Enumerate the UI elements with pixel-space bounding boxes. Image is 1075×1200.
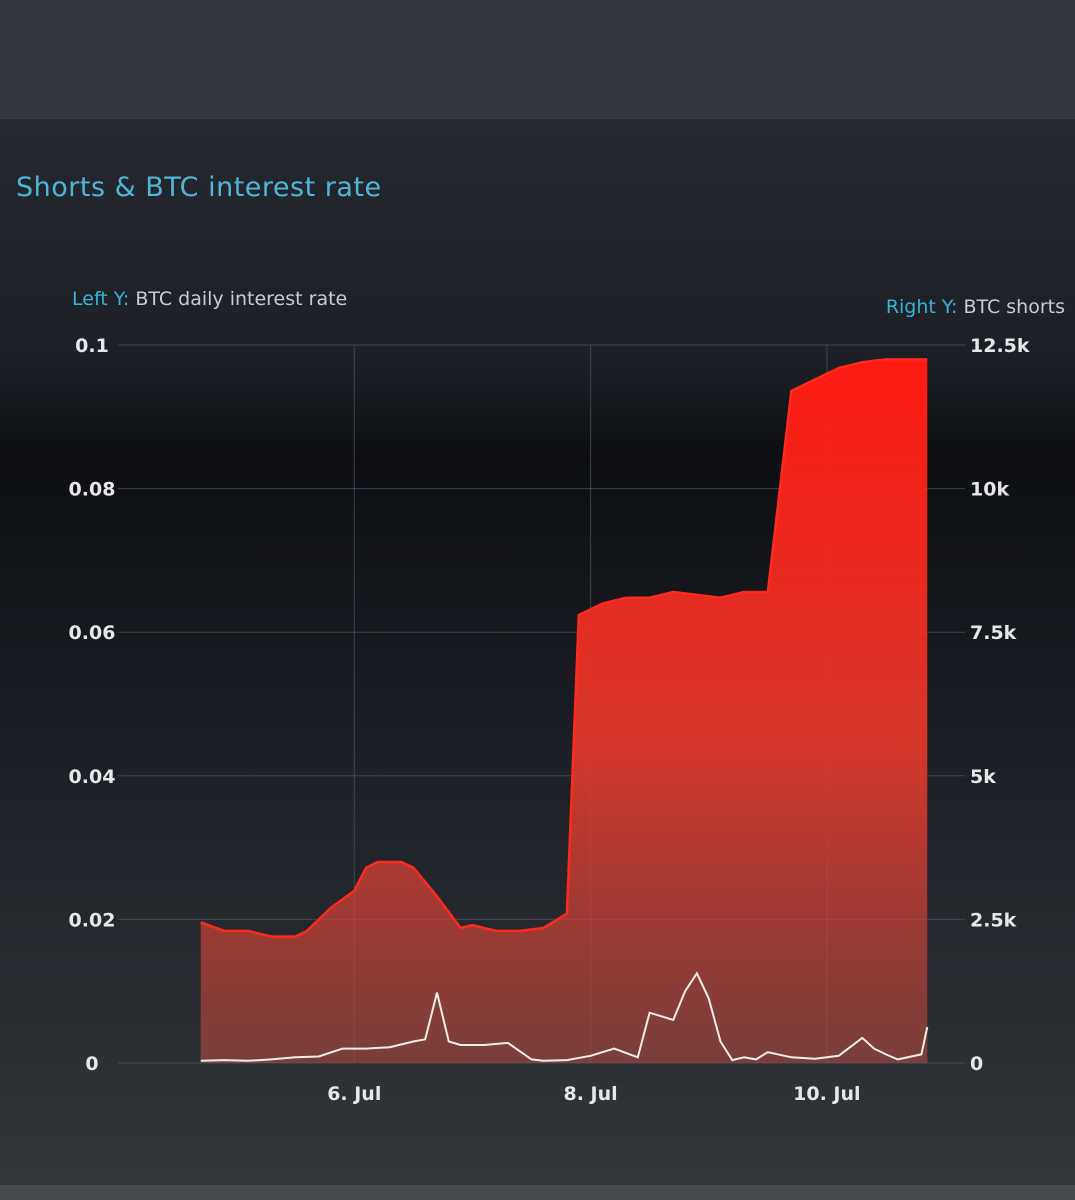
right-axis-key: Right Y: [885, 296, 958, 318]
left-y-tick-label: 0.04 [69, 766, 116, 788]
left-y-tick-label: 0.06 [69, 622, 116, 644]
footer-band [0, 1185, 1075, 1200]
dashboard-header-band [0, 0, 1075, 119]
left-y-tick-label: 0 [85, 1053, 98, 1075]
x-tick-label: 8. Jul [563, 1083, 617, 1105]
shorts-area-edge [200, 358, 928, 938]
right-y-tick-label: 7.5k [970, 622, 1017, 644]
left-y-tick-label: 0.1 [75, 335, 109, 357]
left-axis-key: Left Y: [72, 288, 130, 310]
axis-label-layer: 0 0 0.02 2.5k 0.04 5k 0.06 7.5k 0.08 10k 0.1 12.5k 6… [69, 335, 1030, 1105]
rate-line-layer [200, 971, 929, 1062]
panel-title: Shorts & BTC interest rate [16, 172, 382, 203]
shorts-area-layer [200, 358, 928, 1063]
interest-rate-line [200, 971, 929, 1062]
right-y-tick-label: 2.5k [970, 909, 1017, 931]
right-y-tick-label: 12.5k [970, 335, 1030, 357]
shorts-area [200, 359, 928, 1063]
right-y-tick-label: 5k [970, 766, 996, 788]
x-tick-label: 10. Jul [793, 1083, 860, 1105]
left-y-tick-label: 0.08 [69, 479, 116, 501]
left-axis-caption: Left Y: BTC daily interest rate [72, 288, 347, 310]
left-axis-label: BTC daily interest rate [135, 288, 348, 310]
right-y-tick-label: 0 [970, 1053, 983, 1075]
right-y-tick-label: 10k [970, 479, 1009, 501]
right-axis-caption: Right Y: BTC shorts [886, 296, 1065, 318]
x-tick-label: 6. Jul [327, 1083, 381, 1105]
right-axis-label: BTC shorts [963, 296, 1065, 318]
left-y-tick-label: 0.02 [69, 909, 116, 931]
